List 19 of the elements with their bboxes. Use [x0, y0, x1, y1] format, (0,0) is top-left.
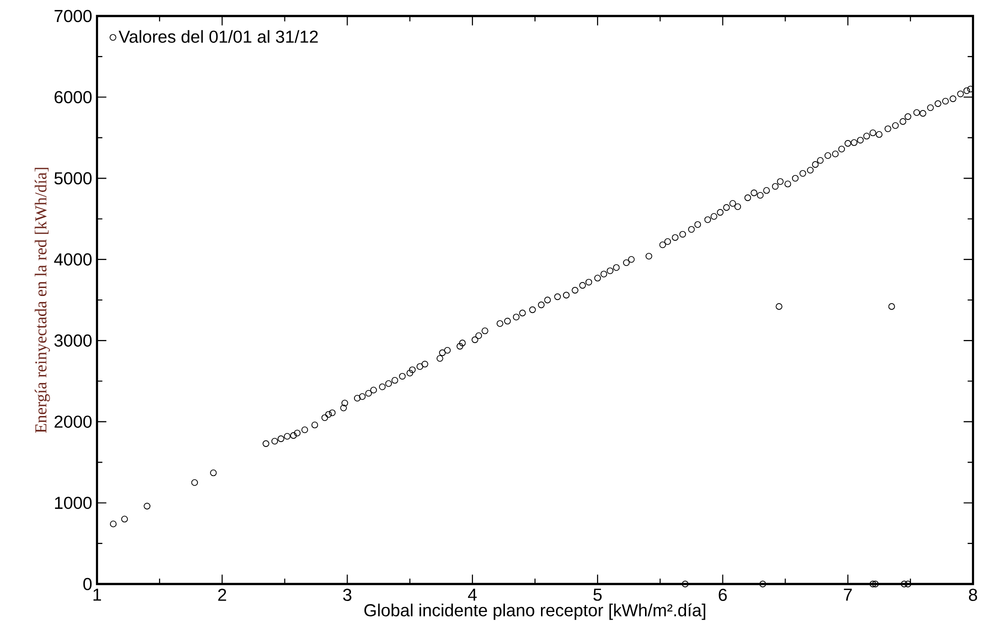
x-tick-label: 4 — [468, 588, 477, 601]
y-tick-label: 3000 — [54, 334, 92, 347]
y-tick-label: 0 — [83, 578, 92, 590]
y-tick-label: 5000 — [54, 172, 92, 184]
y-tick-label: 1000 — [55, 496, 92, 509]
y-tick-label: 7000 — [54, 10, 92, 22]
x-tick-label: 6 — [718, 588, 727, 601]
x-tick-label: 7 — [844, 588, 852, 601]
legend-label: Valores del 01/01 al 31/12 — [118, 30, 318, 43]
x-tick-label: 2 — [218, 588, 226, 601]
x-tick-label: 8 — [968, 588, 978, 601]
y-tick-label: 6000 — [54, 91, 92, 104]
x-tick-label: 5 — [593, 588, 602, 601]
y-tick-label: 2000 — [54, 416, 92, 428]
y-axis-title: Energía reinyectada en la red [kWh/día] — [34, 168, 50, 433]
x-tick-label: 1 — [94, 588, 101, 601]
x-tick-label: 3 — [343, 588, 352, 601]
y-tick-label: 4000 — [54, 253, 92, 266]
x-axis-title: Global incidente plano receptor [kWh/m².día] — [364, 603, 706, 620]
